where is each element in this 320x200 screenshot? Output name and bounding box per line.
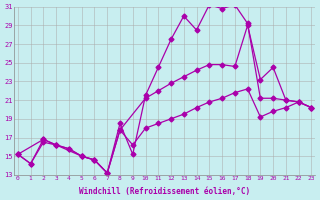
X-axis label: Windchill (Refroidissement éolien,°C): Windchill (Refroidissement éolien,°C): [79, 187, 250, 196]
